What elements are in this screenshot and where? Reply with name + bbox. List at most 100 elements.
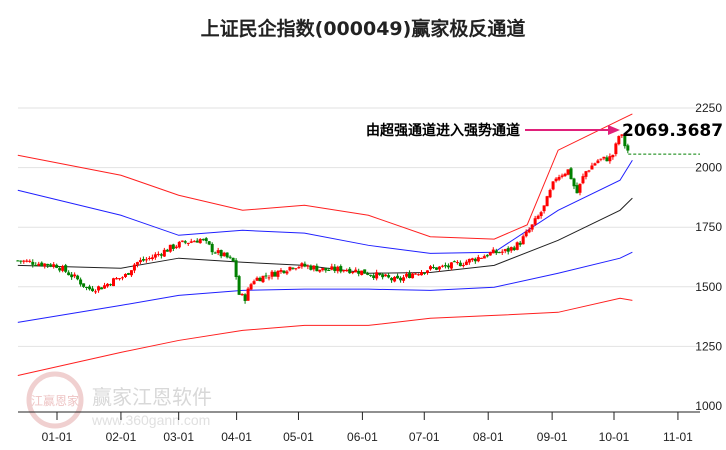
candle-body xyxy=(420,272,424,276)
candle-body xyxy=(159,254,163,256)
candle-body xyxy=(126,273,130,275)
candle-body xyxy=(381,274,385,278)
candle-body xyxy=(545,196,549,207)
candle-body xyxy=(485,255,489,257)
candle-body xyxy=(255,277,259,281)
candle-body xyxy=(584,171,588,177)
candle-body xyxy=(201,239,205,241)
candle-body xyxy=(351,271,355,273)
y-tick-label: 1250 xyxy=(695,339,722,353)
candle-body xyxy=(596,160,600,163)
candle-body xyxy=(518,242,522,245)
candle-body xyxy=(234,260,238,278)
candle-body xyxy=(396,275,400,279)
annotation-text: 由超强通道进入强势通道 xyxy=(366,122,520,139)
candle-body xyxy=(141,259,145,261)
candle-body xyxy=(109,284,113,286)
candle-body xyxy=(470,258,474,261)
candle-body xyxy=(135,262,139,265)
candle-body xyxy=(213,252,217,254)
candle-body xyxy=(58,268,62,271)
candle-body xyxy=(25,260,29,262)
candle-body xyxy=(354,269,358,273)
candle-body xyxy=(64,265,68,272)
candle-body xyxy=(500,251,504,253)
candle-body xyxy=(16,260,20,262)
candle-body xyxy=(76,275,80,280)
candle-body xyxy=(327,269,331,271)
candle-body xyxy=(515,242,519,250)
candle-body xyxy=(61,266,65,271)
candle-body xyxy=(554,178,558,182)
candle-body xyxy=(560,175,564,177)
candle-body xyxy=(189,241,193,243)
candle-body xyxy=(46,263,50,266)
candle-body xyxy=(464,261,468,265)
x-tick-label: 03-01 xyxy=(163,430,194,444)
candle-body xyxy=(114,278,118,280)
candle-body xyxy=(536,215,540,219)
annotation-arrowhead xyxy=(608,125,620,135)
candle-body xyxy=(303,263,307,267)
candle-body xyxy=(88,286,92,290)
candle-body xyxy=(112,278,116,287)
candle-body xyxy=(512,247,516,251)
candle-body xyxy=(563,173,567,177)
candle-body xyxy=(431,267,435,269)
candle-body xyxy=(614,143,618,155)
candle-body xyxy=(336,266,340,272)
candle-body xyxy=(422,272,426,274)
candle-body xyxy=(249,284,253,290)
x-tick-label: 05-01 xyxy=(283,430,314,444)
candle-body xyxy=(425,270,429,274)
x-tick-label: 09-01 xyxy=(537,430,568,444)
candle-body xyxy=(578,183,582,193)
candle-body xyxy=(228,256,232,258)
channel-lower-blue xyxy=(17,251,633,323)
candle-body xyxy=(300,263,304,267)
candle-body xyxy=(333,266,337,271)
candle-body xyxy=(264,275,268,277)
candle-body xyxy=(91,288,95,292)
candle-body xyxy=(509,247,513,251)
watermark-seal-text: 江赢恩家 xyxy=(31,393,79,408)
candle-body xyxy=(132,264,136,271)
candle-body xyxy=(566,169,570,175)
candle-body xyxy=(494,250,498,254)
candle-body xyxy=(572,178,576,187)
candle-body xyxy=(348,268,352,274)
candle-body xyxy=(318,269,322,272)
candle-body xyxy=(171,244,175,249)
candle-body xyxy=(524,231,528,237)
candle-body xyxy=(19,260,23,262)
candle-body xyxy=(330,266,334,270)
candle-body xyxy=(461,265,465,267)
x-tick-label: 01-01 xyxy=(42,430,73,444)
candle-body xyxy=(623,135,627,147)
candle-body xyxy=(180,240,184,242)
candle-body xyxy=(587,170,591,172)
candle-body xyxy=(315,265,319,272)
candle-body xyxy=(291,267,295,269)
candle-body xyxy=(222,252,226,256)
candle-body xyxy=(611,154,615,158)
candle-body xyxy=(288,266,292,271)
candle-body xyxy=(417,274,421,276)
candle-body xyxy=(449,262,453,269)
candle-body xyxy=(482,256,486,259)
candle-body xyxy=(375,272,379,279)
candle-body xyxy=(378,273,382,275)
candle-body xyxy=(67,272,71,276)
watermark-seal xyxy=(26,371,84,429)
x-tick-label: 10-01 xyxy=(599,430,630,444)
candle-body xyxy=(342,270,346,272)
candle-body xyxy=(120,277,124,279)
candle-body xyxy=(617,136,621,145)
candle-body xyxy=(605,157,609,162)
candle-body xyxy=(312,265,316,270)
candle-body xyxy=(473,258,477,262)
candle-body xyxy=(183,241,187,243)
candle-body xyxy=(428,266,432,270)
candle-body xyxy=(467,258,471,263)
candle-body xyxy=(174,246,178,248)
